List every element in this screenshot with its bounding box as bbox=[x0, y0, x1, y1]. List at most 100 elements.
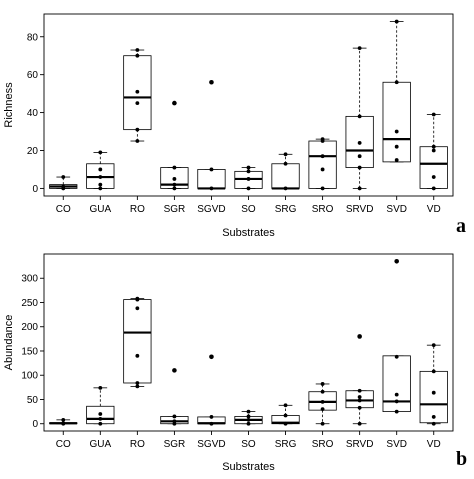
data-point bbox=[357, 141, 362, 145]
data-point bbox=[98, 182, 103, 187]
data-point bbox=[283, 186, 288, 191]
outlier-point bbox=[394, 258, 399, 264]
x-tick-label: VD bbox=[427, 204, 441, 215]
x-tick-label: CO bbox=[56, 439, 71, 450]
data-point bbox=[135, 384, 140, 389]
outlier-point bbox=[209, 354, 214, 360]
outlier-point bbox=[172, 368, 177, 373]
x-tick-label: SGVD bbox=[197, 439, 225, 450]
outlier-point bbox=[357, 334, 362, 339]
data-point bbox=[246, 186, 251, 191]
data-point bbox=[61, 421, 66, 426]
data-point bbox=[283, 152, 288, 157]
data-point bbox=[98, 412, 103, 416]
y-tick-label: 150 bbox=[21, 346, 38, 357]
x-tick-label: GUA bbox=[89, 439, 111, 450]
data-point bbox=[172, 186, 177, 191]
x-axis-title: Substrates bbox=[222, 227, 275, 239]
box-srg bbox=[271, 163, 300, 189]
data-point bbox=[209, 421, 214, 426]
data-point bbox=[135, 353, 140, 358]
outlier-point bbox=[209, 79, 214, 85]
data-point bbox=[394, 392, 399, 397]
x-tick-label: CO bbox=[56, 204, 71, 215]
data-point bbox=[394, 399, 399, 404]
data-point bbox=[246, 177, 251, 181]
data-point bbox=[357, 165, 362, 170]
data-point bbox=[357, 388, 362, 393]
y-tick-label: 20 bbox=[27, 146, 39, 157]
data-point bbox=[246, 169, 251, 174]
data-point bbox=[246, 421, 251, 426]
data-point bbox=[98, 385, 103, 390]
data-point bbox=[246, 417, 251, 422]
data-point bbox=[135, 381, 140, 385]
data-point bbox=[172, 177, 177, 181]
data-point bbox=[98, 421, 103, 426]
data-point bbox=[283, 421, 288, 426]
data-point bbox=[283, 403, 288, 408]
data-point bbox=[357, 46, 362, 51]
data-point bbox=[209, 167, 214, 172]
y-tick-label: 80 bbox=[27, 32, 39, 43]
data-point bbox=[246, 414, 251, 419]
box-sgvd bbox=[197, 169, 226, 189]
y-tick-label: 60 bbox=[27, 70, 39, 81]
panel-label: b bbox=[456, 448, 467, 470]
abundance-panel: 0 50 100 150 200 250 300 CO GUA RO SGR SGVD SO SRG SRO… bbox=[3, 253, 467, 473]
data-point bbox=[431, 186, 436, 191]
data-point bbox=[135, 89, 140, 94]
data-point bbox=[98, 186, 103, 191]
data-point bbox=[172, 419, 177, 424]
data-point bbox=[394, 144, 399, 149]
data-point bbox=[283, 413, 288, 418]
x-tick-label: GUA bbox=[89, 204, 111, 215]
y-tick-label: 0 bbox=[32, 419, 38, 430]
x-tick-label: RO bbox=[130, 439, 145, 450]
x-tick-label: SRVD bbox=[346, 439, 374, 450]
panel-label: a bbox=[456, 215, 466, 237]
outlier-point bbox=[172, 100, 177, 106]
y-tick-label: 40 bbox=[27, 108, 39, 119]
data-point bbox=[357, 398, 362, 403]
data-point bbox=[246, 409, 251, 414]
data-point bbox=[431, 421, 436, 426]
data-point bbox=[394, 158, 399, 162]
x-tick-label: SRO bbox=[312, 439, 334, 450]
data-point bbox=[98, 416, 103, 421]
data-point bbox=[320, 382, 325, 386]
data-point bbox=[209, 415, 214, 419]
data-point bbox=[357, 114, 362, 119]
data-point bbox=[98, 150, 103, 155]
box-vd bbox=[419, 370, 448, 424]
data-point bbox=[135, 101, 140, 106]
data-point bbox=[172, 414, 177, 419]
data-point bbox=[320, 421, 325, 426]
data-point bbox=[431, 144, 436, 149]
x-tick-label: VD bbox=[427, 439, 441, 450]
data-point bbox=[61, 184, 66, 189]
data-point bbox=[431, 390, 436, 395]
data-point bbox=[357, 154, 362, 159]
data-point bbox=[431, 343, 436, 348]
box-ro bbox=[123, 299, 152, 384]
data-point bbox=[98, 175, 103, 179]
data-point bbox=[357, 421, 362, 426]
y-tick-label: 100 bbox=[21, 371, 38, 382]
data-point bbox=[431, 175, 436, 179]
data-point bbox=[172, 165, 177, 170]
y-tick-label: 0 bbox=[32, 184, 38, 195]
x-tick-label: SGR bbox=[164, 204, 186, 215]
data-point bbox=[320, 154, 325, 159]
data-point bbox=[394, 409, 399, 414]
data-point bbox=[431, 112, 436, 117]
data-point bbox=[320, 186, 325, 191]
data-point bbox=[357, 186, 362, 191]
box-sro bbox=[308, 140, 337, 189]
data-point bbox=[320, 407, 325, 412]
y-tick-label: 50 bbox=[27, 395, 39, 406]
data-point bbox=[61, 175, 66, 179]
data-point bbox=[135, 296, 140, 301]
y-tick-label: 300 bbox=[21, 274, 38, 285]
